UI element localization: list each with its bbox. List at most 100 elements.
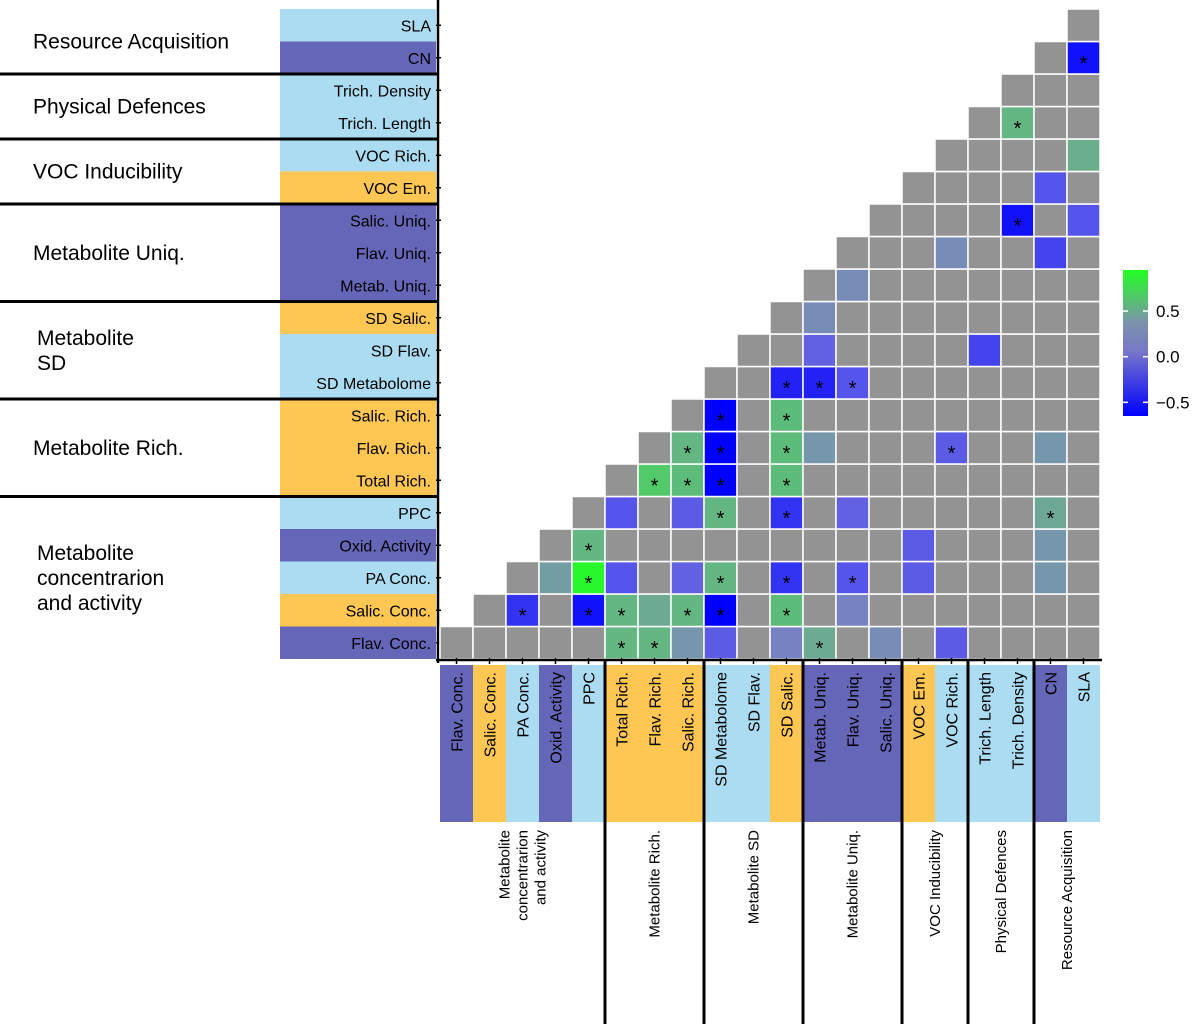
cell-sd-salic-x-cn — [1033, 300, 1068, 335]
col-label-bg — [506, 665, 539, 822]
cell-sd-flav-x-salic-uniq — [868, 333, 903, 368]
cell-voc-rich-x-trich-density — [1000, 138, 1035, 173]
row-label-bg — [280, 594, 436, 627]
cell-salic-rich-x-sd-flav — [736, 398, 771, 433]
cell-oxid-activity-x-salic-uniq — [868, 528, 903, 563]
significance-star: * — [585, 605, 593, 627]
significance-star: * — [618, 605, 626, 627]
cell-ppc-x-trich-density — [1000, 495, 1035, 530]
color-legend: 0.5 0.0 −0.5 — [1123, 270, 1190, 416]
cell-salic-rich-x-voc-rich — [934, 398, 969, 433]
row-label-bg — [280, 334, 436, 367]
legend-colorbar — [1123, 270, 1148, 416]
cell-ppc-x-total-rich — [604, 495, 639, 530]
cell-salic-conc-x-flav-uniq — [835, 593, 870, 628]
cell-pa-conc-x-salic-rich — [670, 560, 705, 595]
significance-star: * — [783, 378, 791, 400]
row-label-bg — [280, 106, 436, 139]
cell-flav-conc-x-sd-metabolome — [703, 625, 738, 660]
cell-metab-uniq-x-voc-em — [901, 268, 936, 303]
row-label-bg — [280, 9, 436, 42]
left-group-label-metabolite-uniq: Metabolite Uniq. — [33, 242, 185, 265]
legend-tick-label: 0.0 — [1156, 348, 1180, 367]
cell-flav-rich-x-flav-rich — [637, 430, 672, 465]
row-label-bg — [280, 561, 436, 594]
row-label-sla: SLA — [401, 18, 432, 35]
row-label-voc-rich: VOC Rich. — [355, 148, 431, 165]
significance-star: * — [717, 475, 725, 497]
cell-sd-metabolome-x-sd-flav — [736, 365, 771, 400]
cell-oxid-activity-x-metab-uniq — [802, 528, 837, 563]
row-label-bg — [280, 529, 436, 562]
cell-sd-metabolome-x-trich-length — [967, 365, 1002, 400]
cell-voc-em-x-trich-density — [1000, 170, 1035, 205]
cell-total-rich-x-metab-uniq — [802, 463, 837, 498]
cell-flav-rich-x-metab-uniq — [802, 430, 837, 465]
cell-pa-conc-x-flav-rich — [637, 560, 672, 595]
cell-sd-flav-x-flav-uniq — [835, 333, 870, 368]
left-group-label-metabolite-concentrarion-and-activity: Metabolite concentrarion and activity — [37, 542, 164, 615]
cell-oxid-activity-x-sd-salic — [769, 528, 804, 563]
cell-salic-uniq-x-salic-uniq — [868, 203, 903, 238]
row-label-bg — [280, 204, 436, 237]
cell-salic-conc-x-voc-rich — [934, 593, 969, 628]
cell-voc-em-x-sla — [1066, 170, 1101, 205]
row-label-flav-conc: Flav. Conc. — [351, 636, 431, 653]
cell-ppc-x-metab-uniq — [802, 495, 837, 530]
significance-star: * — [717, 443, 725, 465]
cell-flav-rich-x-salic-uniq — [868, 430, 903, 465]
cell-sla-x-sla — [1066, 8, 1101, 43]
row-label-sd-flav: SD Flav. — [371, 343, 431, 360]
cell-salic-uniq-x-voc-rich — [934, 203, 969, 238]
cell-oxid-activity-x-sd-flav — [736, 528, 771, 563]
cell-pa-conc-x-oxid-activity — [538, 560, 573, 595]
cell-voc-em-x-voc-rich — [934, 170, 969, 205]
cell-total-rich-x-voc-rich — [934, 463, 969, 498]
col-label-salic-rich: Salic. Rich. — [681, 672, 698, 752]
cell-cn-x-sla — [1066, 40, 1101, 75]
row-label-metab-uniq: Metab. Uniq. — [340, 278, 431, 295]
cell-flav-conc-x-trich-density — [1000, 625, 1035, 660]
cell-salic-conc-x-salic-uniq — [868, 593, 903, 628]
cell-oxid-activity-x-total-rich — [604, 528, 639, 563]
cell-sd-flav-x-voc-em — [901, 333, 936, 368]
row-label-bg — [280, 269, 436, 302]
significance-star: * — [684, 443, 692, 465]
cell-salic-rich-x-cn — [1033, 398, 1068, 433]
cell-flav-uniq-x-salic-uniq — [868, 235, 903, 270]
col-label-metab-uniq: Metab. Uniq. — [813, 672, 830, 763]
legend-tick-label: 0.5 — [1156, 302, 1180, 321]
cell-total-rich-x-salic-uniq — [868, 463, 903, 498]
cell-salic-conc-x-trich-length — [967, 593, 1002, 628]
cell-salic-rich-x-voc-em — [901, 398, 936, 433]
cell-metab-uniq-x-trich-density — [1000, 268, 1035, 303]
cell-oxid-activity-x-oxid-activity — [538, 528, 573, 563]
col-label-bg — [770, 665, 803, 822]
bottom-group-label-metabolite-uniq: Metabolite Uniq. — [845, 830, 862, 938]
bottom-group-label-line: Metabolite — [497, 830, 514, 899]
cell-salic-conc-x-flav-rich — [637, 593, 672, 628]
cell-sd-metabolome-x-flav-uniq — [835, 365, 870, 400]
significance-star: * — [783, 605, 791, 627]
left-group-label-metabolite-sd: Metabolite SD — [37, 327, 134, 375]
cell-salic-conc-x-trich-density — [1000, 593, 1035, 628]
cell-metab-uniq-x-cn — [1033, 268, 1068, 303]
row-label-ppc: PPC — [398, 506, 431, 523]
bottom-group-label-physical-defences: Physical Defences — [993, 830, 1010, 953]
row-label-salic-rich: Salic. Rich. — [351, 408, 431, 425]
row-label-salic-uniq: Salic. Uniq. — [350, 213, 431, 230]
cell-total-rich-x-trich-length — [967, 463, 1002, 498]
row-label-salic-conc: Salic. Conc. — [346, 603, 431, 620]
cell-total-rich-x-sd-flav — [736, 463, 771, 498]
cell-flav-conc-x-sla — [1066, 625, 1101, 660]
cell-flav-rich-x-trich-length — [967, 430, 1002, 465]
cell-voc-rich-x-cn — [1033, 138, 1068, 173]
cell-salic-conc-x-salic-rich — [670, 593, 705, 628]
cell-flav-conc-x-ppc — [571, 625, 606, 660]
significance-star: * — [849, 573, 857, 595]
cell-salic-rich-x-salic-uniq — [868, 398, 903, 433]
col-label-bg — [671, 665, 704, 822]
col-label-pa-conc: PA Conc. — [516, 672, 533, 738]
cell-flav-uniq-x-voc-rich — [934, 235, 969, 270]
